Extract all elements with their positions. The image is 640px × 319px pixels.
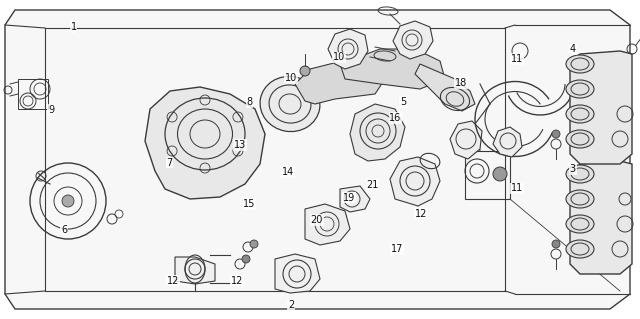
Polygon shape	[340, 49, 445, 89]
Polygon shape	[493, 127, 522, 157]
Text: 3: 3	[570, 164, 576, 174]
Text: 16: 16	[389, 113, 402, 123]
Polygon shape	[305, 204, 350, 245]
Text: 9: 9	[48, 105, 54, 115]
Text: 1: 1	[70, 22, 77, 32]
Text: 13: 13	[234, 140, 246, 150]
Ellipse shape	[566, 215, 594, 233]
Polygon shape	[295, 59, 385, 104]
Circle shape	[552, 130, 560, 138]
Circle shape	[552, 240, 560, 248]
Polygon shape	[415, 64, 475, 111]
Circle shape	[242, 255, 250, 263]
Text: 10: 10	[333, 52, 346, 63]
Ellipse shape	[566, 105, 594, 123]
Text: 12: 12	[166, 276, 179, 286]
Polygon shape	[145, 87, 265, 199]
Circle shape	[62, 195, 74, 207]
Polygon shape	[450, 121, 482, 159]
Text: 21: 21	[366, 180, 379, 190]
Text: 18: 18	[454, 78, 467, 88]
Polygon shape	[570, 51, 632, 164]
Text: 6: 6	[61, 225, 67, 235]
Text: 19: 19	[342, 193, 355, 203]
Text: 11: 11	[511, 54, 524, 64]
Text: 5: 5	[400, 97, 406, 107]
Polygon shape	[393, 21, 433, 59]
Text: 14: 14	[282, 167, 294, 177]
Circle shape	[250, 240, 258, 248]
Polygon shape	[328, 29, 368, 69]
Ellipse shape	[566, 240, 594, 258]
Polygon shape	[340, 186, 370, 212]
Ellipse shape	[566, 130, 594, 148]
Text: 15: 15	[243, 199, 256, 209]
Circle shape	[300, 66, 310, 76]
Text: 10: 10	[285, 73, 298, 83]
Polygon shape	[350, 104, 405, 161]
Text: 17: 17	[390, 244, 403, 254]
Text: 20: 20	[310, 215, 323, 225]
Text: 2: 2	[288, 300, 294, 310]
Text: 8: 8	[246, 97, 253, 107]
Polygon shape	[570, 161, 632, 274]
Polygon shape	[275, 254, 320, 293]
Polygon shape	[390, 157, 440, 206]
Ellipse shape	[566, 80, 594, 98]
Text: 7: 7	[166, 158, 173, 168]
Ellipse shape	[566, 165, 594, 183]
Polygon shape	[175, 257, 215, 284]
Text: 12: 12	[230, 276, 243, 286]
Ellipse shape	[260, 77, 320, 131]
Text: 4: 4	[570, 44, 576, 55]
Text: 11: 11	[511, 183, 524, 193]
Polygon shape	[5, 10, 630, 309]
Ellipse shape	[566, 190, 594, 208]
Text: 12: 12	[415, 209, 428, 219]
Circle shape	[493, 167, 507, 181]
Ellipse shape	[566, 55, 594, 73]
